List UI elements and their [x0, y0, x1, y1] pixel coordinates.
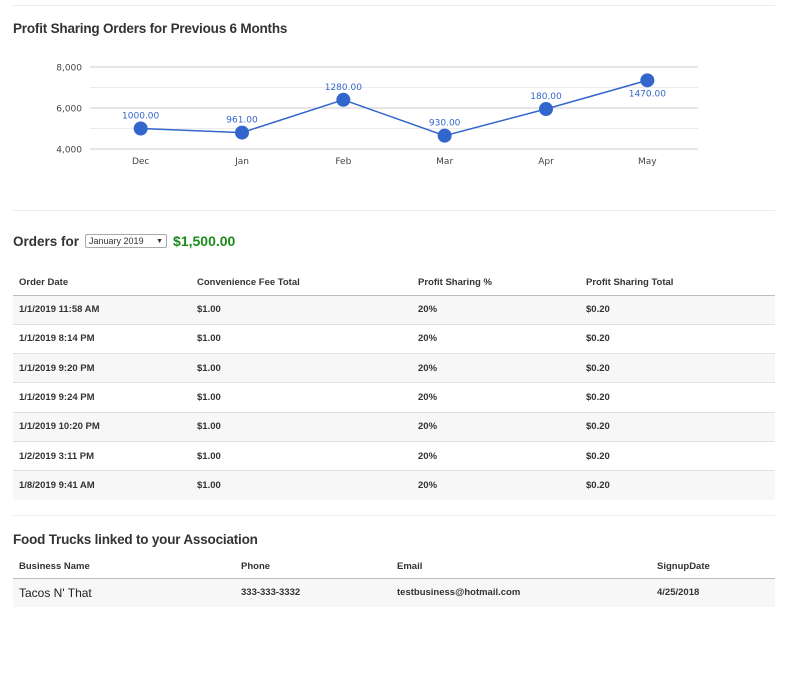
data-label: 1470.00	[629, 89, 666, 99]
table-row: 1/1/2019 10:20 PM $1.00 20% $0.20	[13, 412, 775, 442]
column-header[interactable]: Phone	[241, 560, 271, 572]
order-date-cell: 1/1/2019 10:20 PM	[19, 421, 100, 433]
x-tick-label: Apr	[538, 157, 554, 167]
chevron-down-icon: ▼	[156, 237, 164, 245]
data-label: 1000.00	[122, 112, 159, 122]
data-point	[539, 102, 553, 117]
orders-for-label: Orders for	[13, 233, 80, 249]
fee-cell: $1.00	[197, 304, 221, 316]
profit-total-cell: $0.20	[586, 421, 610, 433]
column-header[interactable]: Order Date	[19, 276, 69, 288]
x-tick-label: May	[638, 157, 657, 167]
column-header[interactable]: Convenience Fee Total	[197, 276, 300, 288]
x-tick-label: Dec	[132, 157, 149, 167]
chart-title: Profit Sharing Orders for Previous 6 Mon…	[13, 21, 288, 36]
top-divider	[13, 5, 775, 6]
column-header[interactable]: Business Name	[19, 560, 90, 572]
percent-cell: 20%	[418, 392, 438, 404]
fee-cell: $1.00	[197, 421, 221, 433]
email-cell: testbusiness@hotmail.com	[397, 587, 521, 599]
x-tick-label: Feb	[335, 157, 351, 167]
month-select-value: January 2019	[89, 236, 144, 246]
food-trucks-table: Business Name Phone Email SignupDate Tac…	[13, 555, 775, 607]
orders-table: Order Date Convenience Fee Total Profit …	[13, 270, 775, 501]
profit-total-cell: $0.20	[586, 480, 610, 492]
y-tick-label: 6,000	[56, 105, 82, 115]
orders-for-row: Orders for January 2019 ▼ $1,500.00	[13, 233, 235, 249]
data-label: 180.00	[530, 92, 562, 102]
signup-date-cell: 4/25/2018	[657, 587, 700, 599]
order-date-cell: 1/1/2019 8:14 PM	[19, 333, 95, 345]
column-header[interactable]: Profit Sharing Total	[586, 276, 674, 288]
profit-total-cell: $0.20	[586, 304, 610, 316]
percent-cell: 20%	[418, 362, 438, 374]
orders-table-header: Order Date Convenience Fee Total Profit …	[13, 270, 775, 295]
table-row: 1/8/2019 9:41 AM $1.00 20% $0.20	[13, 470, 775, 501]
order-date-cell: 1/2/2019 3:11 PM	[19, 450, 94, 462]
table-row: 1/1/2019 9:20 PM $1.00 20% $0.20	[13, 353, 775, 383]
data-point	[133, 121, 148, 136]
profit-total-cell: $0.20	[586, 333, 610, 345]
series-line	[140, 79, 648, 137]
fee-cell: $1.00	[197, 362, 221, 374]
fee-cell: $1.00	[197, 333, 221, 345]
table-row: Tacos N' That 333-333-3332 testbusiness@…	[13, 578, 775, 607]
percent-cell: 20%	[418, 450, 438, 462]
month-select[interactable]: January 2019 ▼	[85, 234, 168, 248]
orders-divider	[13, 515, 775, 516]
phone-cell: 333-333-3332	[241, 587, 301, 599]
fee-cell: $1.00	[197, 480, 221, 492]
data-point	[640, 73, 655, 88]
fee-cell: $1.00	[197, 450, 221, 462]
orders-total: $1,500.00	[173, 233, 236, 249]
data-point	[235, 125, 249, 140]
profit-total-cell: $0.20	[586, 450, 610, 462]
column-header[interactable]: Email	[397, 560, 423, 572]
table-row: 1/1/2019 9:24 PM $1.00 20% $0.20	[13, 383, 775, 413]
profit-sharing-line-chart: 8,000 6,000 4,000 Dec Jan Feb Mar Apr May 1000.00…	[56, 64, 698, 167]
trucks-table-header: Business Name Phone Email SignupDate	[13, 555, 775, 578]
order-date-cell: 1/8/2019 9:41 AM	[19, 480, 95, 492]
data-label: 1280.00	[325, 83, 362, 93]
fee-cell: $1.00	[197, 392, 221, 404]
profit-total-cell: $0.20	[586, 362, 610, 374]
data-label: 961.00	[226, 116, 258, 126]
table-row: 1/2/2019 3:11 PM $1.00 20% $0.20	[13, 441, 775, 471]
order-date-cell: 1/1/2019 9:20 PM	[19, 362, 95, 374]
trucks-title: Food Trucks linked to your Association	[13, 532, 258, 547]
x-tick-label: Jan	[234, 157, 249, 167]
order-date-cell: 1/1/2019 11:58 AM	[19, 304, 100, 316]
y-tick-label: 4,000	[56, 146, 82, 156]
order-date-cell: 1/1/2019 9:24 PM	[19, 392, 95, 404]
column-header[interactable]: Profit Sharing %	[418, 276, 492, 288]
column-header[interactable]: SignupDate	[657, 560, 710, 572]
y-tick-label: 8,000	[56, 64, 82, 74]
percent-cell: 20%	[418, 304, 438, 316]
percent-cell: 20%	[418, 480, 438, 492]
chart-divider	[13, 210, 775, 211]
data-label: 930.00	[429, 119, 461, 129]
x-tick-label: Mar	[436, 157, 453, 167]
percent-cell: 20%	[418, 421, 438, 433]
business-name-cell: Tacos N' That	[19, 585, 92, 600]
percent-cell: 20%	[418, 333, 438, 345]
profit-total-cell: $0.20	[586, 392, 610, 404]
data-point	[437, 128, 452, 143]
table-row: 1/1/2019 8:14 PM $1.00 20% $0.20	[13, 324, 775, 354]
data-point	[336, 92, 351, 107]
table-row: 1/1/2019 11:58 AM $1.00 20% $0.20	[13, 295, 775, 325]
